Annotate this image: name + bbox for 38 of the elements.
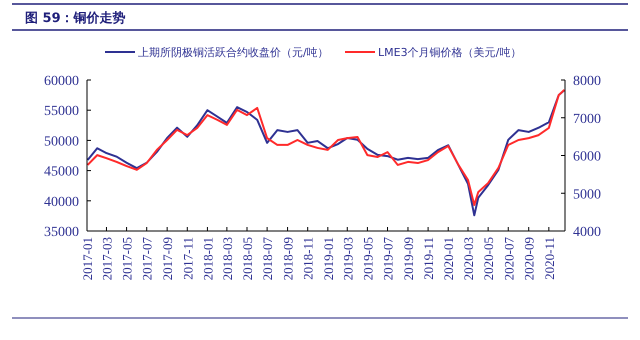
y-tick-label: 50000 <box>44 134 79 150</box>
y-tick-label: 35000 <box>44 225 79 240</box>
x-tick-label: 2020-01 <box>441 237 456 280</box>
y2-tick-label: 8000 <box>573 74 601 89</box>
y2-tick-label: 5000 <box>573 187 601 202</box>
legend-label: 上期所阴极铜活跃合约收盘价（元/吨） <box>138 46 329 59</box>
x-tick-label: 2020-03 <box>461 237 476 280</box>
x-tick-label: 2019-07 <box>380 236 396 280</box>
y2-tick-label: 4000 <box>573 225 601 240</box>
x-tick-label: 2018-11 <box>300 237 316 280</box>
x-tick-label: 2019-05 <box>360 237 376 280</box>
legend-label: LME3个月铜价格（美元/吨） <box>378 46 522 59</box>
x-tick-label: 2018-07 <box>260 236 276 280</box>
chart-title: 图 59：铜价走势 <box>25 10 126 26</box>
x-tick-label: 2020-11 <box>542 237 557 280</box>
y-tick-label: 60000 <box>44 74 79 89</box>
x-tick-label: 2017-01 <box>80 237 95 280</box>
y-tick-label: 40000 <box>44 194 79 210</box>
x-tick-label: 2018-03 <box>220 237 235 280</box>
x-tick-label: 2017-11 <box>180 237 196 280</box>
x-tick-label: 2018-05 <box>240 237 255 280</box>
x-tick-label: 2019-09 <box>400 237 416 280</box>
x-tick-label: 2020-07 <box>501 236 516 280</box>
y2-tick-label: 7000 <box>573 112 601 127</box>
y-tick-label: 55000 <box>44 104 79 120</box>
x-tick-label: 2017-09 <box>160 237 176 280</box>
x-tick-label: 2019-01 <box>320 237 336 280</box>
x-tick-label: 2017-03 <box>99 237 114 280</box>
x-tick-label: 2017-07 <box>140 236 155 280</box>
x-tick-label: 2017-05 <box>120 237 135 280</box>
x-tick-label: 2019-03 <box>340 237 356 280</box>
x-tick-label: 2018-09 <box>280 237 296 280</box>
y2-tick-label: 6000 <box>573 150 601 164</box>
x-tick-label: 2019-11 <box>421 237 436 280</box>
x-tick-label: 2018-01 <box>200 237 216 280</box>
y-tick-label: 45000 <box>44 164 79 180</box>
x-tick-label: 2020-09 <box>522 237 537 280</box>
x-tick-label: 2020-05 <box>481 237 496 280</box>
